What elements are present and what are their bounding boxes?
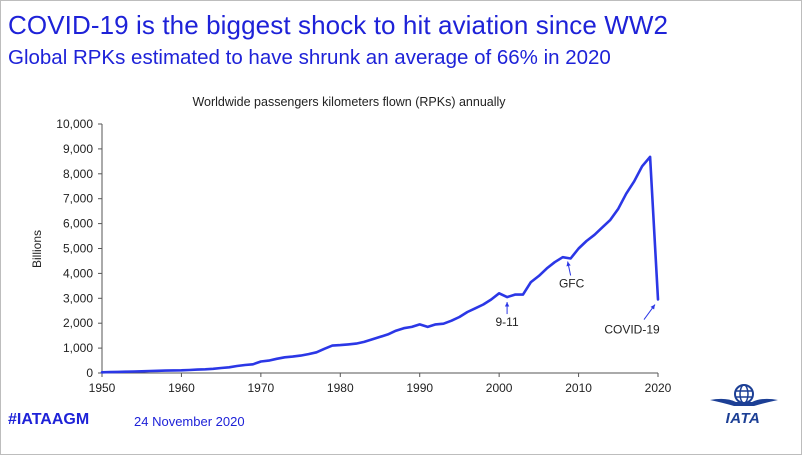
x-tick-label: 1970 <box>248 381 275 395</box>
annotation-label: COVID-19 <box>604 323 660 337</box>
x-tick-label: 2020 <box>645 381 672 395</box>
y-tick-label: 7,000 <box>63 192 93 206</box>
y-tick-label: 3,000 <box>63 291 93 305</box>
y-tick-label: 1,000 <box>63 341 93 355</box>
x-tick-label: 1950 <box>89 381 116 395</box>
x-tick-label: 1960 <box>168 381 195 395</box>
x-tick-label: 1980 <box>327 381 354 395</box>
slide-title: COVID-19 is the biggest shock to hit avi… <box>8 10 669 40</box>
annotation-arrowhead <box>650 304 655 310</box>
x-tick-label: 2010 <box>565 381 592 395</box>
iata-logo-text: IATA <box>725 410 761 427</box>
y-tick-label: 10,000 <box>56 117 93 131</box>
y-tick-label: 9,000 <box>63 142 93 156</box>
iata-globe-logo <box>710 384 778 406</box>
rpk-series-line <box>100 155 660 374</box>
y-tick-label: 4,000 <box>63 266 93 280</box>
annotation-arrowhead <box>504 302 510 307</box>
y-axis-label: Billions <box>30 230 44 268</box>
x-tick-label: 2000 <box>486 381 513 395</box>
y-tick-label: 5,000 <box>63 242 93 256</box>
slide-subtitle: Global RPKs estimated to have shrunk an … <box>8 46 611 69</box>
annotation-label: GFC <box>559 276 585 290</box>
x-tick-label: 1990 <box>406 381 433 395</box>
annotation-arrowhead <box>566 261 571 267</box>
chart-title: Worldwide passengers kilometers flown (R… <box>192 95 506 109</box>
hashtag: #IATAAGM <box>8 411 90 428</box>
presentation-date: 24 November 2020 <box>134 414 245 429</box>
y-tick-label: 6,000 <box>63 217 93 231</box>
y-tick-label: 8,000 <box>63 167 93 181</box>
y-tick-label: 0 <box>86 366 93 380</box>
annotation-label: 9-11 <box>496 315 519 329</box>
y-tick-label: 2,000 <box>63 316 93 330</box>
